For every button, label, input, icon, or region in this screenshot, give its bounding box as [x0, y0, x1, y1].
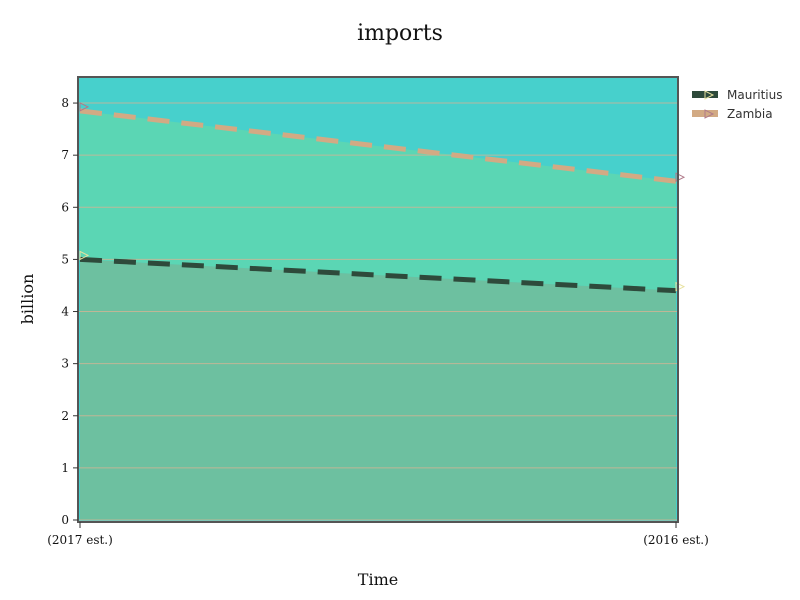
legend-marker-mauritius [704, 90, 715, 100]
y-axis-label: billion [18, 274, 37, 325]
y-tick-label-6: 6 [61, 200, 69, 214]
area-band-zambia [80, 110, 676, 291]
series-line-mauritius [79, 256, 677, 294]
point-marker-mauritius-0 [79, 250, 90, 261]
legend-marker-zambia [704, 109, 715, 119]
x-tick-label-0: (2017 est.) [47, 533, 113, 547]
legend-label-zambia: Zambia [727, 107, 773, 121]
legend: Mauritius Zambia [692, 88, 782, 121]
y-tick-label-0: 0 [61, 513, 69, 527]
y-tick-label-5: 5 [61, 252, 69, 266]
point-marker-mauritius-1 [675, 281, 686, 292]
chart-title: imports [357, 21, 443, 46]
y-tick-label-3: 3 [61, 357, 69, 371]
x-axis: (2017 est.) (2016 est.) [47, 522, 709, 547]
y-tick-label-4: 4 [61, 305, 69, 319]
x-axis-label: Time [358, 570, 398, 589]
series-lines [79, 108, 677, 294]
y-tick-label-8: 8 [61, 96, 69, 110]
legend-label-mauritius: Mauritius [727, 88, 782, 102]
point-marker-zambia-1 [675, 172, 686, 183]
plot-frame [77, 76, 679, 523]
area-bands [80, 110, 676, 520]
point-marker-zambia-0 [79, 102, 90, 112]
y-tick-label-2: 2 [61, 409, 69, 423]
y-axis: 0 1 2 3 4 5 6 7 8 [61, 96, 78, 527]
point-markers [79, 102, 686, 292]
y-tick-label-7: 7 [61, 148, 69, 162]
area-band-mauritius [80, 259, 676, 520]
y-tick-label-1: 1 [61, 461, 69, 475]
x-tick-label-1: (2016 est.) [643, 533, 709, 547]
gridlines [78, 102, 678, 521]
